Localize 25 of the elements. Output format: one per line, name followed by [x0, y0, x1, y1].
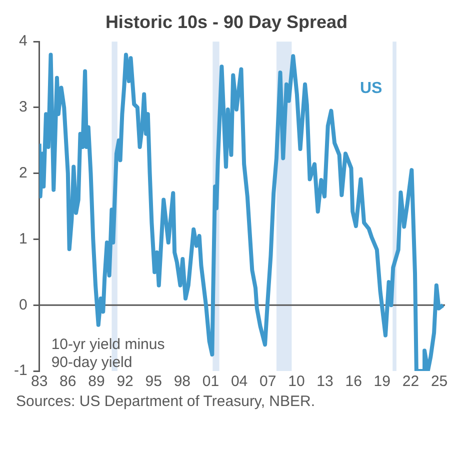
x-tick-label: 01 — [202, 373, 220, 390]
x-tick-label: 19 — [374, 373, 390, 390]
y-tick-label: 0 — [18, 296, 28, 314]
x-tick-label: 16 — [345, 373, 362, 390]
series-label: US — [360, 80, 383, 98]
x-tick-label: 92 — [116, 373, 134, 390]
source-note: Sources: US Department of Treasury, NBER. — [15, 393, 316, 411]
y-tick-label: 2 — [18, 164, 28, 182]
y-tick-label: 1 — [18, 230, 28, 248]
x-tick-label: 86 — [60, 373, 76, 390]
x-tick-label: 89 — [88, 373, 105, 390]
x-tick-label: 04 — [230, 373, 248, 390]
chart-title: Historic 10s - 90 Day Spread — [105, 12, 348, 32]
x-tick-label: 10 — [288, 373, 305, 390]
annotation: 10-yr yield minus 90-day yield — [51, 336, 165, 371]
x-tick-label: 83 — [30, 373, 48, 390]
x-tick-label: 25 — [430, 373, 448, 390]
x-tick-label: 13 — [316, 373, 334, 390]
y-tick-label: 4 — [18, 32, 28, 50]
x-tick-label: 22 — [402, 373, 420, 390]
y-tick-label: 3 — [18, 98, 28, 116]
y-tick-label: -1 — [14, 362, 28, 380]
x-tick-label: 07 — [260, 373, 276, 390]
x-tick-label: 98 — [174, 373, 191, 390]
x-tick-label: 95 — [145, 373, 162, 390]
